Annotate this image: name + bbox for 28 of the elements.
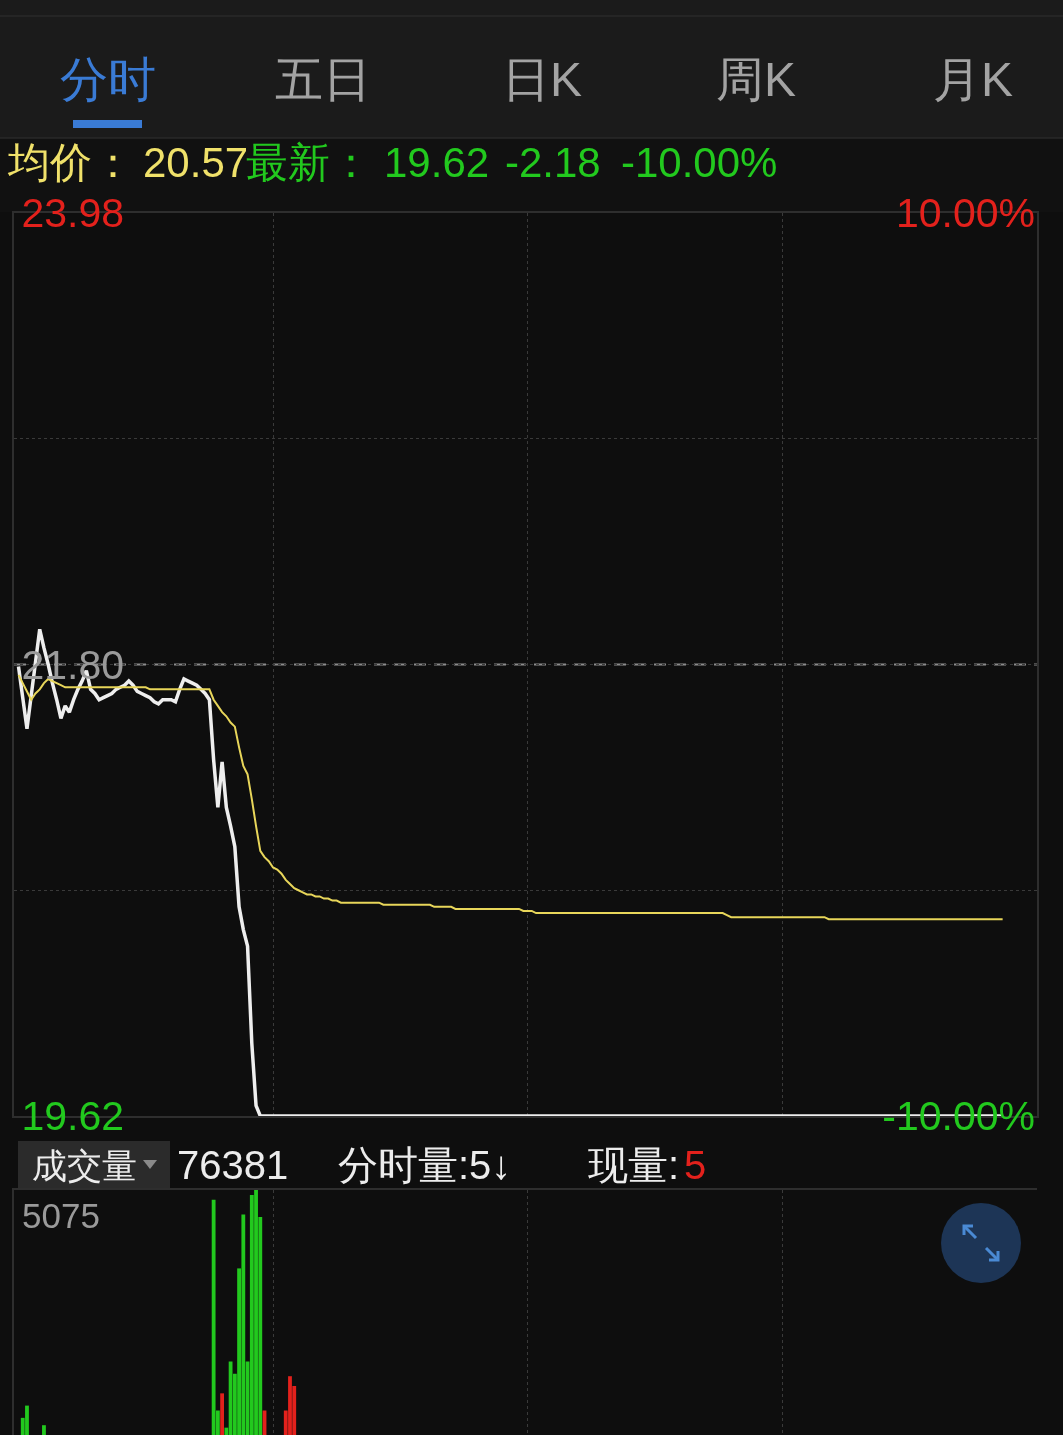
bar	[241, 1214, 246, 1435]
bar	[220, 1393, 225, 1435]
text: -10.00%	[621, 139, 778, 186]
bar	[288, 1376, 292, 1435]
text: 五日	[275, 53, 371, 106]
text: 周K	[716, 53, 797, 106]
text: 月K	[933, 53, 1014, 106]
bar	[249, 1194, 254, 1435]
text: 日K	[502, 53, 583, 106]
y-tick-label: 19.62	[21, 1093, 124, 1140]
text: 最新：	[246, 139, 372, 186]
text: -2.18	[505, 139, 601, 186]
bar	[25, 1405, 29, 1435]
bar	[254, 1190, 258, 1435]
text: 19.62	[384, 139, 490, 186]
text: 分时量:5↓	[338, 1143, 512, 1187]
text: 成交量	[32, 1146, 137, 1185]
bar	[211, 1199, 216, 1435]
text: 均价：	[7, 139, 134, 186]
bar	[42, 1425, 46, 1435]
bar	[228, 1361, 233, 1435]
text: 76381	[177, 1143, 289, 1187]
text: 5	[684, 1143, 707, 1187]
y2-tick-label: 10.00%	[895, 190, 1035, 237]
annotation: 5075	[22, 1196, 100, 1235]
y-tick-label: 23.98	[21, 190, 124, 237]
text: 分时	[60, 53, 156, 106]
text: 现量:	[588, 1143, 680, 1187]
